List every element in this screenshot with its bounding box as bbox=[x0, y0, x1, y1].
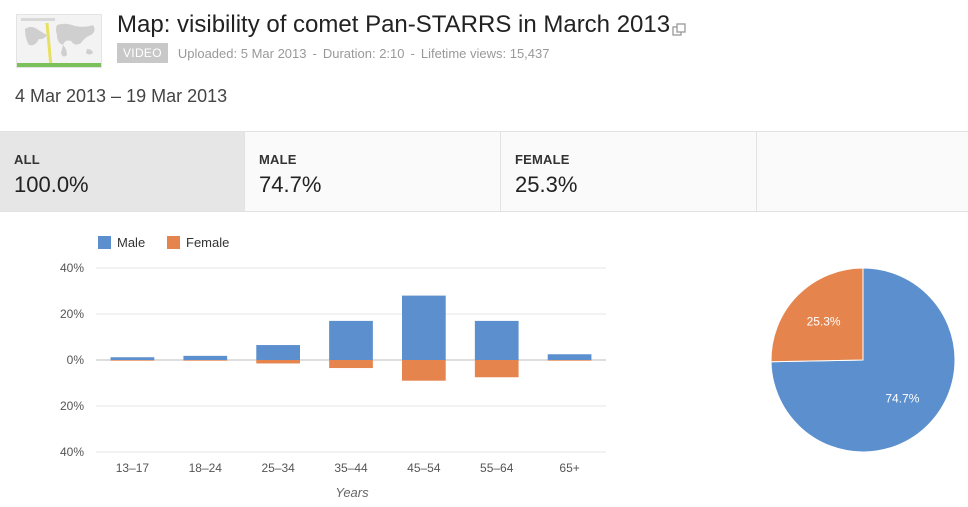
x-tick-label: 13–17 bbox=[116, 461, 150, 475]
gender-tabs: ALL 100.0% MALE 74.7% FEMALE 25.3% bbox=[0, 131, 968, 212]
video-thumbnail[interactable] bbox=[16, 14, 102, 68]
bar-male[interactable] bbox=[474, 320, 519, 360]
y-tick-label: 40% bbox=[60, 261, 84, 275]
upload-date: Uploaded: 5 Mar 2013 bbox=[177, 45, 307, 61]
x-axis-ticks: 13–17 18–24 25–34 35–44 45–54 55–64 65+ bbox=[116, 461, 580, 475]
y-tick-label: 20% bbox=[60, 399, 84, 413]
bar-female[interactable] bbox=[110, 360, 155, 361]
tab-value: 100.0% bbox=[14, 172, 89, 197]
video-badge: VIDEO bbox=[117, 43, 168, 63]
meta-separator: - bbox=[410, 45, 415, 61]
tab-male[interactable]: MALE 74.7% bbox=[245, 132, 501, 211]
page-title: Map: visibility of comet Pan-STARRS in M… bbox=[117, 11, 686, 44]
bar-female[interactable] bbox=[183, 360, 228, 361]
chart-bars bbox=[110, 295, 592, 381]
date-range: 4 Mar 2013 – 19 Mar 2013 bbox=[15, 86, 228, 106]
lifetime-views: Lifetime views: 15,437 bbox=[420, 45, 550, 61]
x-tick-label: 18–24 bbox=[189, 461, 223, 475]
meta-separator: - bbox=[312, 45, 317, 61]
bar-female[interactable] bbox=[547, 360, 592, 361]
bar-female[interactable] bbox=[402, 360, 446, 381]
pie-slice-male[interactable] bbox=[770, 267, 956, 453]
bar-female[interactable] bbox=[329, 360, 373, 369]
gender-pie-chart: 74.7% 25.3% bbox=[770, 267, 956, 453]
x-tick-label: 35–44 bbox=[334, 461, 368, 475]
age-gender-bar-chart: Male Female 40% 20% 0% 20% 40% 13–17 18–24 25–… bbox=[60, 235, 606, 500]
chart-grid bbox=[96, 267, 606, 453]
bar-male[interactable] bbox=[110, 357, 155, 360]
map-thumbnail-icon bbox=[17, 15, 101, 67]
bar-male[interactable] bbox=[329, 320, 373, 360]
bar-female[interactable] bbox=[474, 360, 519, 378]
video-meta: VIDEO Uploaded: 5 Mar 2013 - Duration: 2… bbox=[117, 42, 549, 64]
bar-female[interactable] bbox=[256, 360, 300, 364]
pie-slices: 74.7% 25.3% bbox=[770, 267, 956, 453]
x-tick-label: 55–64 bbox=[480, 461, 514, 475]
tab-label: ALL bbox=[14, 152, 40, 167]
x-tick-label: 45–54 bbox=[407, 461, 441, 475]
bar-male[interactable] bbox=[402, 295, 446, 360]
x-axis-title: Years bbox=[335, 485, 369, 500]
bar-male[interactable] bbox=[256, 345, 300, 360]
tab-label: FEMALE bbox=[515, 152, 570, 167]
chart-legend: Male Female bbox=[98, 235, 229, 250]
tab-all[interactable]: ALL 100.0% bbox=[0, 132, 245, 211]
tab-value: 74.7% bbox=[259, 172, 322, 197]
legend-swatch-female bbox=[167, 236, 180, 249]
legend-label-female: Female bbox=[186, 235, 229, 250]
x-tick-label: 65+ bbox=[559, 461, 579, 475]
y-tick-label: 20% bbox=[60, 307, 84, 321]
pie-slice-label: 25.3% bbox=[807, 314, 841, 328]
tab-value: 25.3% bbox=[515, 172, 578, 197]
tab-label: MALE bbox=[259, 152, 297, 167]
tab-empty bbox=[757, 132, 968, 211]
duration: Duration: 2:10 bbox=[322, 45, 405, 61]
bar-male[interactable] bbox=[547, 354, 592, 360]
tab-female[interactable]: FEMALE 25.3% bbox=[501, 132, 757, 211]
pie-slice-female[interactable] bbox=[770, 267, 864, 363]
video-title: Map: visibility of comet Pan-STARRS in M… bbox=[117, 11, 671, 38]
legend-swatch-male bbox=[98, 236, 111, 249]
y-tick-label: 0% bbox=[67, 353, 85, 367]
external-link-icon[interactable] bbox=[672, 16, 686, 44]
x-tick-label: 25–34 bbox=[261, 461, 295, 475]
pie-slice-label: 74.7% bbox=[885, 392, 919, 406]
y-axis-ticks: 40% 20% 0% 20% 40% bbox=[60, 261, 84, 459]
bar-male[interactable] bbox=[183, 355, 228, 360]
y-tick-label: 40% bbox=[60, 445, 84, 459]
legend-label-male: Male bbox=[117, 235, 145, 250]
